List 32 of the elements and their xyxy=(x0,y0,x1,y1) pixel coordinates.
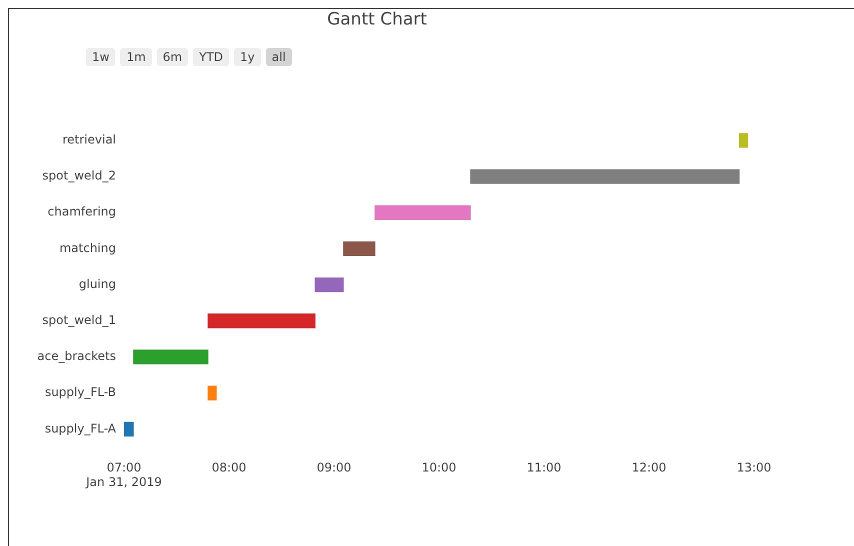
text: 1w xyxy=(86,48,116,66)
bar xyxy=(208,386,217,400)
y-tick-label: spot_weld_1 xyxy=(42,313,116,328)
text: 1y xyxy=(234,48,261,66)
x-tick-label: 12:00 xyxy=(632,460,666,475)
bar xyxy=(738,133,748,148)
y-tick-label: spot_weld_2 xyxy=(42,168,116,183)
y-tick-label: ace_brackets xyxy=(37,349,116,364)
bar xyxy=(470,169,740,184)
y-tick-label: retrievial xyxy=(62,132,116,147)
y-tick-label: supply_FL-A xyxy=(44,421,117,436)
text: 6m xyxy=(156,48,188,66)
bar xyxy=(343,241,376,256)
x-tick-label: 09:00 xyxy=(316,460,352,475)
y-tick-label: supply_FL-B xyxy=(44,385,116,400)
bar xyxy=(133,350,208,364)
bar xyxy=(314,277,344,292)
text: 1m xyxy=(120,48,152,66)
bar xyxy=(124,422,134,436)
x-tick-label: 13:00 xyxy=(736,460,772,475)
x-tick-label: 07:00 Jan 31, 2019 xyxy=(85,460,162,489)
bar xyxy=(208,314,316,328)
text: YTD xyxy=(193,48,230,66)
chart-title: Gantt Chart xyxy=(327,10,428,30)
y-tick-label: chamfering xyxy=(48,204,116,219)
text: all xyxy=(266,48,292,66)
y-tick-label: gluing xyxy=(78,276,116,291)
y-tick-label: matching xyxy=(59,240,116,255)
x-tick-label: 10:00 xyxy=(422,460,456,475)
x-tick-label: 11:00 xyxy=(526,460,562,475)
x-tick-label: 08:00 xyxy=(212,460,246,475)
bar xyxy=(374,205,471,220)
